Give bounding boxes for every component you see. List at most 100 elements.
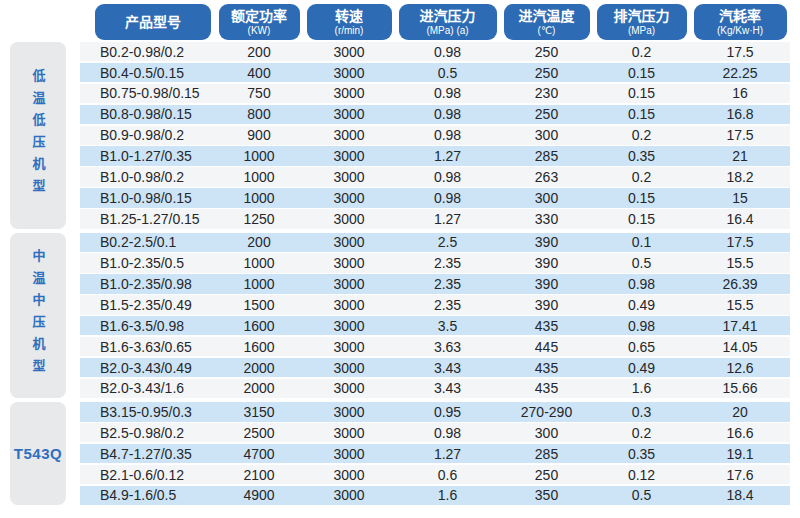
col-header-label: 转速 (335, 8, 363, 24)
col-header-label: 进汽压力 (420, 8, 476, 24)
col-header-label: 进汽温度 (519, 8, 575, 24)
cell-inlet-temperature: 230 (500, 85, 593, 101)
cell-exhaust-pressure: 0.15 (593, 85, 690, 101)
cell-inlet-pressure: 0.98 (395, 425, 500, 441)
group-label: T543Q (10, 402, 66, 505)
table-row: B1.0-2.35/0.98 1000 3000 2.35 390 0.98 2… (80, 274, 790, 293)
cell-rated-power: 2000 (215, 360, 303, 376)
table-row: B0.9-0.98/0.2 900 3000 0.98 300 0.2 17.5 (80, 126, 790, 145)
cell-steam-rate: 18.4 (690, 487, 790, 503)
cell-speed: 3000 (303, 446, 395, 462)
cell-steam-rate: 21 (690, 148, 790, 164)
cell-steam-rate: 16.8 (690, 106, 790, 122)
table-row: B1.6-3.63/0.65 1600 3000 3.63 445 0.65 1… (80, 337, 790, 356)
col-header-unit: (KW) (248, 25, 271, 36)
table-row: B1.6-3.5/0.98 1600 3000 3.5 435 0.98 17.… (80, 316, 790, 335)
cell-steam-rate: 19.1 (690, 446, 790, 462)
cell-steam-rate: 22.25 (690, 65, 790, 81)
cell-inlet-pressure: 0.98 (395, 106, 500, 122)
cell-exhaust-pressure: 0.1 (593, 234, 690, 250)
table-row: B1.0-1.27/0.35 1000 3000 1.27 285 0.35 2… (80, 146, 790, 165)
col-header-speed: 转速 (r/min) (307, 4, 392, 40)
cell-speed: 3000 (303, 234, 395, 250)
col-header-rated-power: 额定功率 (KW) (219, 4, 300, 40)
col-header-label: 排汽压力 (614, 8, 670, 24)
cell-steam-rate: 20 (690, 404, 790, 420)
cell-inlet-temperature: 435 (500, 380, 593, 396)
cell-exhaust-pressure: 0.15 (593, 190, 690, 206)
table-row: B1.0-0.98/0.15 1000 3000 0.98 300 0.15 1… (80, 188, 790, 207)
cell-exhaust-pressure: 0.49 (593, 360, 690, 376)
cell-speed: 3000 (303, 404, 395, 420)
cell-steam-rate: 14.05 (690, 339, 790, 355)
cell-exhaust-pressure: 0.3 (593, 404, 690, 420)
group-label: 低温低压机型 (10, 42, 66, 229)
cell-exhaust-pressure: 0.35 (593, 446, 690, 462)
cell-steam-rate: 16.6 (690, 425, 790, 441)
cell-product-model: B1.6-3.5/0.98 (80, 318, 215, 334)
group-label-text: T543Q (14, 445, 62, 462)
cell-steam-rate: 16 (690, 85, 790, 101)
col-header-exhaust-pressure: 排汽压力 (MPa) (597, 4, 687, 40)
cell-exhaust-pressure: 0.2 (593, 44, 690, 60)
cell-exhaust-pressure: 0.5 (593, 487, 690, 503)
group-label-text: 低温低压机型 (32, 69, 45, 201)
cell-inlet-temperature: 300 (500, 425, 593, 441)
cell-rated-power: 1600 (215, 339, 303, 355)
cell-exhaust-pressure: 0.15 (593, 65, 690, 81)
table-row: B1.0-2.35/0.5 1000 3000 2.35 390 0.5 15.… (80, 253, 790, 272)
cell-inlet-temperature: 390 (500, 276, 593, 292)
table-row: B2.5-0.98/0.2 2500 3000 0.98 300 0.2 16.… (80, 423, 790, 442)
cell-exhaust-pressure: 1.6 (593, 380, 690, 396)
col-header-unit: (r/min) (335, 25, 364, 36)
cell-product-model: B0.75-0.98/0.15 (80, 85, 215, 101)
cell-rated-power: 4900 (215, 487, 303, 503)
cell-exhaust-pressure: 0.15 (593, 106, 690, 122)
col-header-unit: (℃) (538, 25, 556, 36)
cell-speed: 3000 (303, 276, 395, 292)
cell-product-model: B1.0-0.98/0.15 (80, 190, 215, 206)
table-row: B4.9-1.6/0.5 4900 3000 1.6 350 0.5 18.4 (80, 486, 790, 505)
table-row: B1.5-2.35/0.49 1500 3000 2.35 390 0.49 1… (80, 295, 790, 314)
cell-rated-power: 750 (215, 85, 303, 101)
cell-product-model: B3.15-0.95/0.3 (80, 404, 215, 420)
cell-inlet-temperature: 270-290 (500, 404, 593, 420)
cell-inlet-temperature: 250 (500, 467, 593, 483)
cell-steam-rate: 15.66 (690, 380, 790, 396)
col-header-label: 产品型号 (125, 14, 181, 30)
cell-exhaust-pressure: 0.49 (593, 297, 690, 313)
cell-rated-power: 1600 (215, 318, 303, 334)
table-group: 中温中压机型 B0.2-2.5/0.1 200 3000 2.5 390 0.1… (0, 233, 800, 399)
cell-steam-rate: 12.6 (690, 360, 790, 376)
table-row: B0.75-0.98/0.15 750 3000 0.98 230 0.15 1… (80, 84, 790, 103)
spec-table-page: 产品型号 额定功率 (KW) 转速 (r/min) 进汽压力 (MPa) (a)… (0, 0, 800, 518)
col-header-unit: (Kg/Kw·H) (717, 25, 763, 36)
cell-speed: 3000 (303, 380, 395, 396)
col-header-inlet-temperature: 进汽温度 (℃) (504, 4, 590, 40)
cell-inlet-pressure: 0.98 (395, 169, 500, 185)
cell-speed: 3000 (303, 148, 395, 164)
cell-inlet-pressure: 0.5 (395, 65, 500, 81)
cell-product-model: B0.2-2.5/0.1 (80, 234, 215, 250)
cell-rated-power: 3150 (215, 404, 303, 420)
cell-steam-rate: 17.5 (690, 127, 790, 143)
cell-inlet-pressure: 3.43 (395, 360, 500, 376)
cell-inlet-temperature: 390 (500, 297, 593, 313)
cell-inlet-pressure: 2.35 (395, 276, 500, 292)
table-row: B0.2-0.98/0.2 200 3000 0.98 250 0.2 17.5 (80, 42, 790, 61)
group-label: 中温中压机型 (10, 233, 66, 399)
table-row: B3.15-0.95/0.3 3150 3000 0.95 270-290 0.… (80, 402, 790, 421)
cell-inlet-pressure: 1.27 (395, 211, 500, 227)
cell-inlet-temperature: 300 (500, 127, 593, 143)
cell-product-model: B0.2-0.98/0.2 (80, 44, 215, 60)
cell-exhaust-pressure: 0.35 (593, 148, 690, 164)
table-body: 低温低压机型 B0.2-0.98/0.2 200 3000 0.98 250 0… (0, 42, 800, 505)
table-row: B1.25-1.27/0.15 1250 3000 1.27 330 0.15 … (80, 209, 790, 228)
cell-rated-power: 2100 (215, 467, 303, 483)
cell-inlet-pressure: 2.35 (395, 297, 500, 313)
cell-inlet-temperature: 285 (500, 148, 593, 164)
cell-speed: 3000 (303, 467, 395, 483)
cell-steam-rate: 18.2 (690, 169, 790, 185)
group-rows: B0.2-0.98/0.2 200 3000 0.98 250 0.2 17.5… (80, 42, 790, 229)
cell-product-model: B1.0-1.27/0.35 (80, 148, 215, 164)
